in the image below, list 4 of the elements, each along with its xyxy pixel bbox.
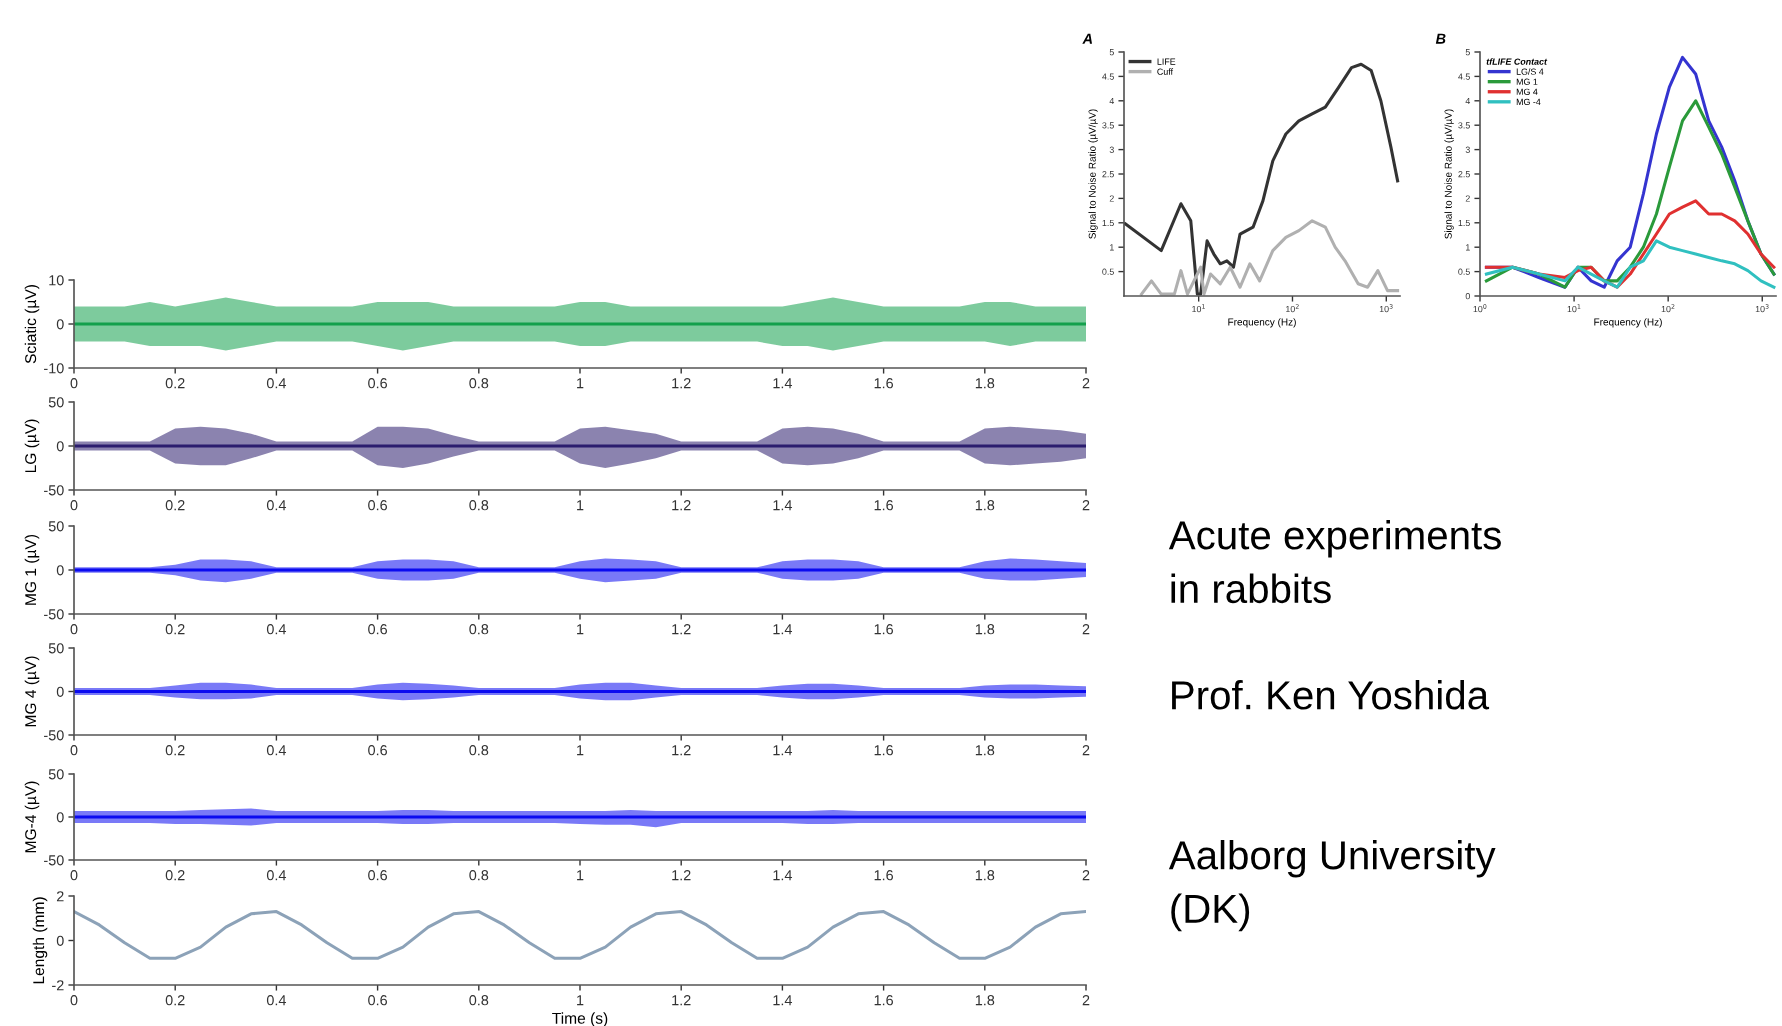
text: Aalborg University (DK) [1168, 840, 1496, 932]
text: Prof. Ken Yoshida [1172, 680, 1490, 710]
line-series [74, 910, 1086, 960]
text: Acute experiments in rabbits [1168, 520, 1501, 604]
